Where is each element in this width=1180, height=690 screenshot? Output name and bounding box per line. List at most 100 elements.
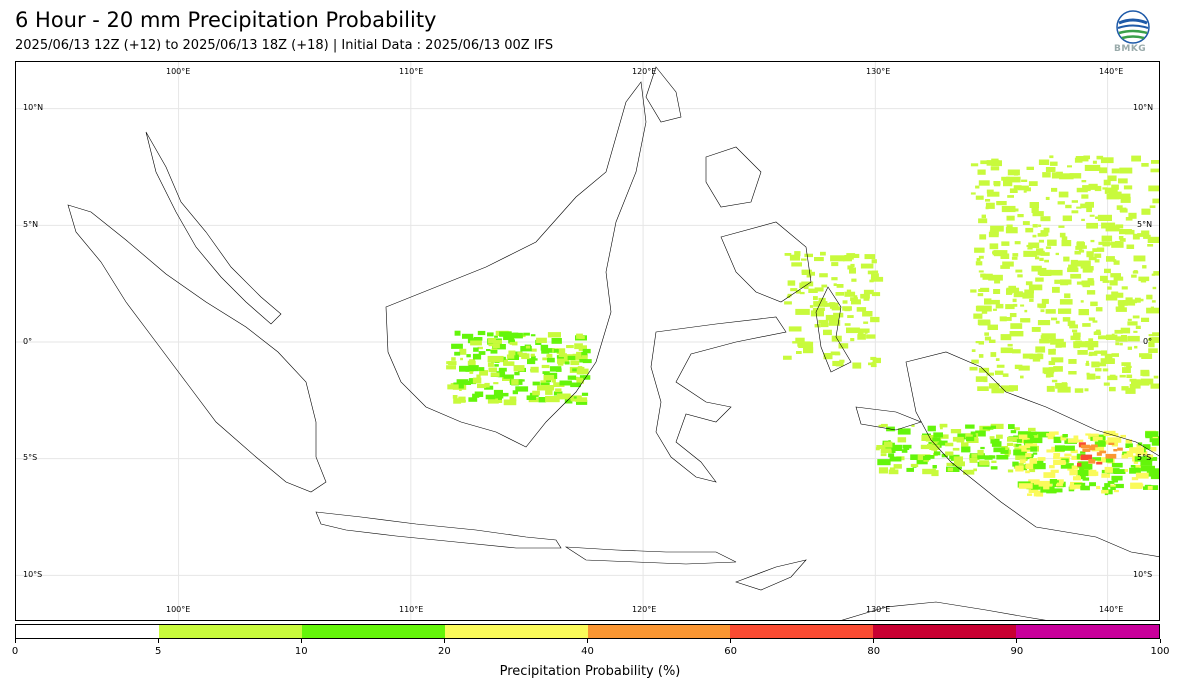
precip-cell: [1113, 276, 1124, 281]
precip-cell: [1096, 329, 1101, 333]
precip-cell: [1069, 469, 1081, 476]
precip-cell: [1080, 245, 1087, 249]
precip-cell: [530, 366, 539, 373]
coastlines: [67, 66, 1159, 620]
precip-cell: [870, 276, 884, 282]
precip-cell: [493, 340, 502, 344]
precip-cell: [1076, 206, 1082, 209]
precip-cell: [956, 436, 964, 443]
coast-mindanao: [720, 221, 812, 303]
precip-cell: [877, 459, 891, 466]
precip-cell: [1055, 252, 1059, 256]
precip-cell: [459, 348, 467, 355]
precip-cell: [1151, 160, 1159, 164]
precip-cell: [1088, 338, 1094, 343]
precip-cell: [814, 287, 824, 292]
precip-cell: [820, 323, 829, 328]
precip-cell: [1071, 455, 1082, 460]
precip-cell: [1106, 194, 1120, 200]
coast-timor: [735, 559, 807, 591]
lat-tick-right-10n: 10°N: [1133, 103, 1154, 112]
precip-cell: [468, 378, 476, 385]
coast-halmahera: [815, 286, 852, 373]
colorbar-tick-60: [730, 639, 732, 643]
precip-cell: [1011, 256, 1018, 260]
precip-cell: [540, 382, 550, 388]
colorbar-segment-60-80: [730, 625, 874, 638]
precip-cell: [1124, 229, 1135, 235]
precip-cell: [1076, 475, 1080, 478]
precip-cell: [1053, 453, 1061, 456]
precip-cell: [828, 320, 841, 326]
precip-cell: [1040, 335, 1048, 339]
precip-cell: [1049, 479, 1057, 484]
precip-cell: [547, 332, 561, 338]
precip-cell: [572, 368, 580, 372]
precip-cell: [446, 365, 456, 370]
precip-cell: [816, 310, 821, 314]
precip-cell: [1149, 436, 1159, 443]
map-panel[interactable]: 100°E 110°E 120°E 130°E 140°E 100°E 110°…: [15, 61, 1160, 621]
precip-cell: [798, 341, 814, 348]
precip-cell: [468, 397, 478, 402]
precip-cell: [790, 288, 798, 292]
precip-cell: [1030, 446, 1038, 452]
precip-cell: [791, 262, 802, 267]
precip-cell: [783, 355, 792, 360]
precip-cell: [547, 353, 553, 358]
precip-cell: [1114, 433, 1119, 437]
precip-cell: [984, 332, 989, 336]
precip-cell: [1028, 181, 1038, 186]
precip-cell: [1036, 248, 1044, 254]
precip-cell: [454, 351, 461, 356]
precip-cell: [1075, 174, 1080, 178]
colorbar-label-60: 60: [724, 646, 737, 657]
precip-cell: [842, 300, 848, 304]
precip-cell: [801, 269, 812, 275]
precip-cell: [830, 255, 845, 262]
precip-cell: [542, 357, 549, 361]
precip-cell: [999, 316, 1007, 322]
precip-cell: [978, 255, 984, 259]
precip-cell: [1094, 185, 1102, 192]
precip-cell: [559, 380, 572, 386]
precip-cell: [1077, 461, 1089, 468]
precip-cell: [1147, 486, 1153, 490]
precip-cell: [503, 358, 508, 363]
precip-cell: [934, 451, 941, 456]
precip-cell: [864, 331, 868, 334]
precip-cell: [485, 394, 496, 400]
precip-cell: [1068, 371, 1077, 375]
precip-cell: [1027, 247, 1033, 250]
precip-cell: [1035, 277, 1044, 282]
precip-cell: [1107, 437, 1122, 443]
precip-cell: [978, 289, 985, 292]
coast-luzon-south: [645, 66, 682, 123]
precip-cell: [1037, 460, 1044, 463]
precip-cell: [1115, 292, 1124, 298]
precip-cell: [1009, 331, 1024, 337]
precip-cell: [1115, 336, 1128, 342]
precip-cell: [1086, 360, 1089, 364]
precip-cell: [1111, 475, 1123, 481]
precip-cell: [1024, 309, 1028, 313]
lat-tick-right-5s: 5°S: [1137, 453, 1152, 462]
precip-cell: [1097, 214, 1112, 221]
map-canvas[interactable]: [16, 62, 1160, 621]
precip-cell: [567, 375, 577, 380]
precip-cell: [503, 374, 514, 379]
precip-cell: [553, 391, 563, 396]
precip-cell: [1025, 470, 1030, 474]
precip-cell: [1104, 268, 1111, 274]
precip-cell: [883, 441, 893, 448]
precip-cell: [1098, 362, 1107, 367]
lon-tick-bottom-110: 110°E: [399, 605, 424, 614]
precip-cell: [1006, 291, 1013, 295]
precip-cell: [1031, 206, 1039, 213]
precip-cell: [458, 396, 466, 403]
precip-cell: [511, 351, 523, 357]
precip-cell: [863, 321, 869, 324]
precip-cell: [1095, 307, 1103, 312]
precip-cell: [863, 296, 870, 301]
precip-cell: [1044, 259, 1049, 263]
